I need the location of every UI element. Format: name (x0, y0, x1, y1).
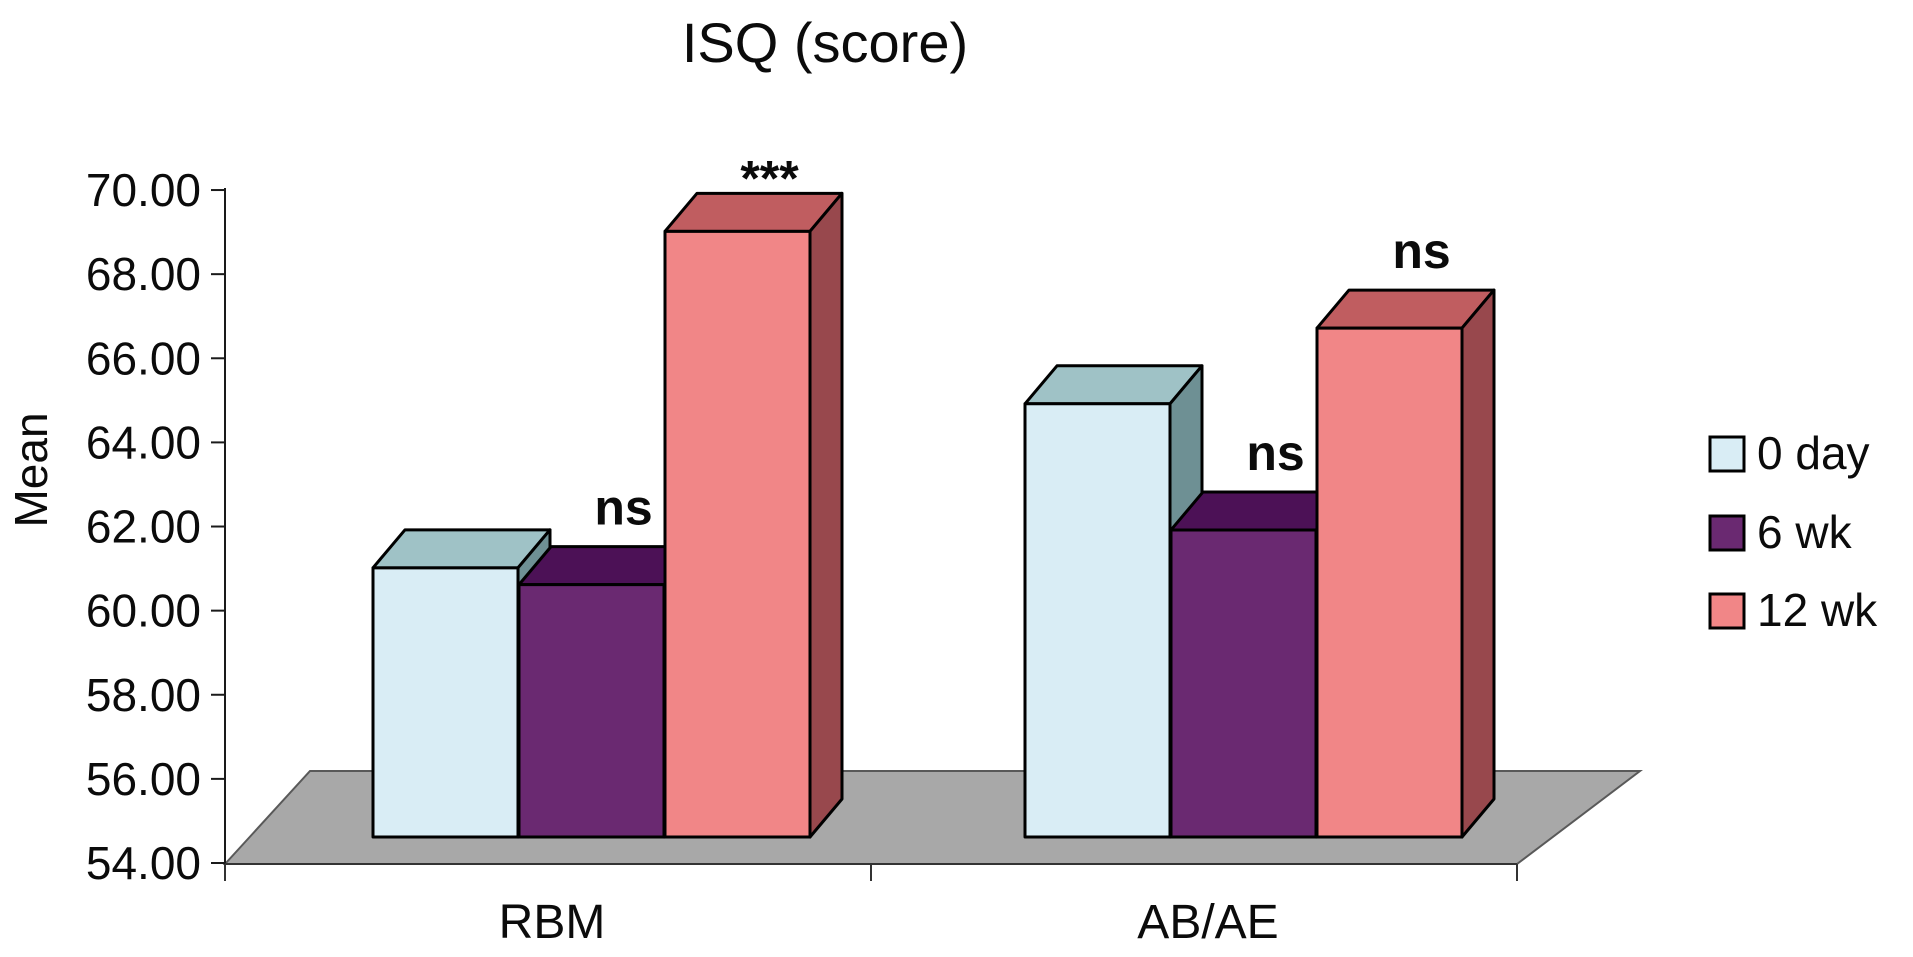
y-tick-label: 68.00 (86, 248, 201, 300)
bar-front-face (1169, 528, 1318, 839)
y-tick-label: 62.00 (86, 501, 201, 553)
significance-annotation: ns (594, 480, 652, 536)
bar-front-face (1315, 326, 1464, 839)
y-tick-label: 56.00 (86, 753, 201, 805)
bars (371, 191, 1496, 839)
category-axis (224, 863, 1518, 881)
legend-swatch-0day (1708, 435, 1746, 473)
y-axis-title: Mean (5, 412, 57, 527)
bar-front-face (517, 583, 666, 839)
y-tick-label: 70.00 (86, 164, 201, 216)
chart-title: ISQ (score) (682, 11, 968, 74)
legend-item-0day: 0 day (1708, 427, 1870, 479)
significance-annotation: ns (1392, 223, 1450, 279)
category-label-rbm: RBM (499, 896, 606, 949)
category-label-abae: AB/AE (1137, 896, 1278, 949)
bar-front-face (663, 229, 812, 839)
significance-annotation: ns (1246, 425, 1304, 481)
legend-label-0day: 0 day (1757, 427, 1870, 479)
bar-side-face (1460, 288, 1496, 839)
significance-annotation: *** (740, 150, 799, 206)
legend-label-6wk: 6 wk (1757, 506, 1853, 558)
legend-swatch-6wk (1708, 514, 1746, 552)
y-tick-label: 66.00 (86, 332, 201, 384)
legend: 0 day 6 wk 12 wk (1708, 427, 1878, 636)
legend-item-6wk: 6 wk (1708, 506, 1853, 558)
bar-front-face (371, 566, 520, 839)
y-tick-label: 58.00 (86, 669, 201, 721)
legend-item-12wk: 12 wk (1708, 584, 1878, 636)
y-axis: 54.00 56.00 58.00 60.00 62.00 64.00 66.00 68.00… (86, 164, 226, 889)
legend-swatch-12wk (1708, 592, 1746, 630)
y-tick-label: 60.00 (86, 585, 201, 637)
legend-label-12wk: 12 wk (1757, 584, 1878, 636)
bar-front-face (1023, 402, 1172, 839)
bar-side-face (808, 191, 844, 839)
annotations: ns *** ns ns (594, 150, 1450, 535)
y-tick-label: 64.00 (86, 416, 201, 468)
y-tick-label: 54.00 (86, 837, 201, 889)
